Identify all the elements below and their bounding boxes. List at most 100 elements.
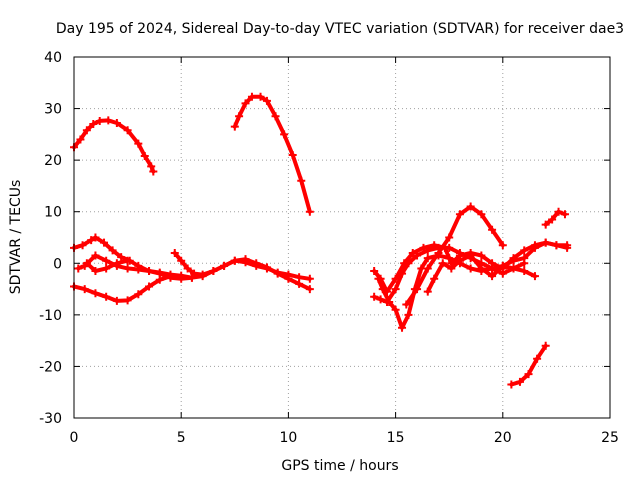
data-point bbox=[102, 292, 111, 301]
data-point bbox=[563, 241, 572, 250]
series-line bbox=[72, 118, 156, 174]
data-point bbox=[305, 285, 314, 294]
data-point bbox=[190, 269, 199, 278]
data-series-group bbox=[70, 92, 572, 389]
y-tick-label: 30 bbox=[44, 102, 62, 118]
data-point bbox=[423, 264, 432, 273]
series-line bbox=[543, 209, 567, 227]
data-point bbox=[256, 92, 265, 101]
y-tick-label: -30 bbox=[39, 411, 62, 427]
data-point bbox=[76, 135, 85, 144]
data-point bbox=[445, 233, 454, 242]
data-point bbox=[91, 251, 100, 260]
data-series-arc-12 bbox=[423, 238, 572, 296]
chart-title: Day 195 of 2024, Sidereal Day-to-day VTE… bbox=[56, 21, 624, 37]
data-point bbox=[177, 256, 186, 265]
data-point bbox=[466, 202, 475, 211]
data-point bbox=[89, 120, 98, 129]
data-point bbox=[477, 251, 486, 260]
grid bbox=[74, 57, 610, 418]
y-tick-label: 10 bbox=[44, 205, 62, 221]
data-point bbox=[466, 251, 475, 260]
data-point bbox=[112, 119, 121, 128]
data-point bbox=[78, 241, 87, 250]
data-point bbox=[134, 290, 143, 299]
data-point bbox=[455, 256, 464, 265]
data-point bbox=[123, 256, 132, 265]
data-point bbox=[262, 263, 271, 272]
data-point bbox=[100, 238, 109, 247]
data-point bbox=[507, 380, 516, 389]
data-point bbox=[477, 210, 486, 219]
data-point bbox=[80, 285, 89, 294]
data-point bbox=[134, 265, 143, 274]
data-point bbox=[284, 274, 293, 283]
y-tick-label: -20 bbox=[39, 359, 62, 375]
data-point bbox=[552, 241, 561, 250]
data-point bbox=[400, 259, 409, 268]
series-line bbox=[72, 274, 173, 303]
data-point bbox=[220, 261, 229, 270]
data-point bbox=[91, 289, 100, 298]
data-point bbox=[376, 274, 385, 283]
data-point bbox=[408, 248, 417, 257]
data-point bbox=[235, 112, 244, 121]
data-series-arc-10 bbox=[402, 202, 507, 309]
data-point bbox=[554, 207, 563, 216]
x-tick-label: 25 bbox=[601, 430, 619, 446]
data-point bbox=[391, 274, 400, 283]
data-point bbox=[112, 296, 121, 305]
data-point bbox=[413, 285, 422, 294]
data-point bbox=[241, 255, 250, 264]
data-series-arc-2 bbox=[230, 92, 314, 216]
data-point bbox=[183, 264, 192, 273]
data-point bbox=[520, 267, 529, 276]
data-point bbox=[91, 233, 100, 242]
data-point bbox=[102, 264, 111, 273]
data-point bbox=[74, 264, 83, 273]
data-point bbox=[477, 264, 486, 273]
data-point bbox=[438, 259, 447, 268]
data-point bbox=[488, 259, 497, 268]
data-point bbox=[288, 150, 297, 159]
data-series-arc-13 bbox=[541, 207, 569, 229]
data-point bbox=[95, 116, 104, 125]
data-series-arc-6 bbox=[170, 248, 314, 294]
x-tick-label: 15 bbox=[387, 430, 405, 446]
data-point bbox=[498, 261, 507, 270]
data-point bbox=[466, 264, 475, 273]
data-point bbox=[370, 267, 379, 276]
data-point bbox=[241, 99, 250, 108]
data-point bbox=[82, 126, 91, 135]
data-point bbox=[498, 241, 507, 250]
data-point bbox=[209, 267, 218, 276]
data-point bbox=[402, 300, 411, 309]
data-point bbox=[280, 130, 289, 139]
data-point bbox=[145, 267, 154, 276]
data-point bbox=[82, 259, 91, 268]
data-point bbox=[488, 272, 497, 281]
series-line bbox=[404, 204, 505, 307]
data-point bbox=[123, 126, 132, 135]
data-point bbox=[509, 256, 518, 265]
data-point bbox=[530, 272, 539, 281]
series-line bbox=[509, 343, 548, 387]
data-point bbox=[123, 296, 132, 305]
y-tick-label: -10 bbox=[39, 308, 62, 324]
data-point bbox=[455, 210, 464, 219]
data-point bbox=[104, 116, 113, 125]
series-line bbox=[232, 94, 312, 214]
y-tick-label: 0 bbox=[53, 256, 62, 272]
data-point bbox=[134, 139, 143, 148]
data-point bbox=[383, 297, 392, 306]
data-point bbox=[247, 92, 256, 101]
data-point bbox=[370, 292, 379, 301]
data-point bbox=[147, 162, 156, 171]
x-tick-label: 20 bbox=[494, 430, 512, 446]
data-point bbox=[149, 167, 158, 176]
y-axis-label: SDTVAR / TECUs bbox=[8, 180, 24, 295]
data-point bbox=[548, 215, 557, 224]
data-point bbox=[87, 236, 96, 245]
data-point bbox=[515, 377, 524, 386]
